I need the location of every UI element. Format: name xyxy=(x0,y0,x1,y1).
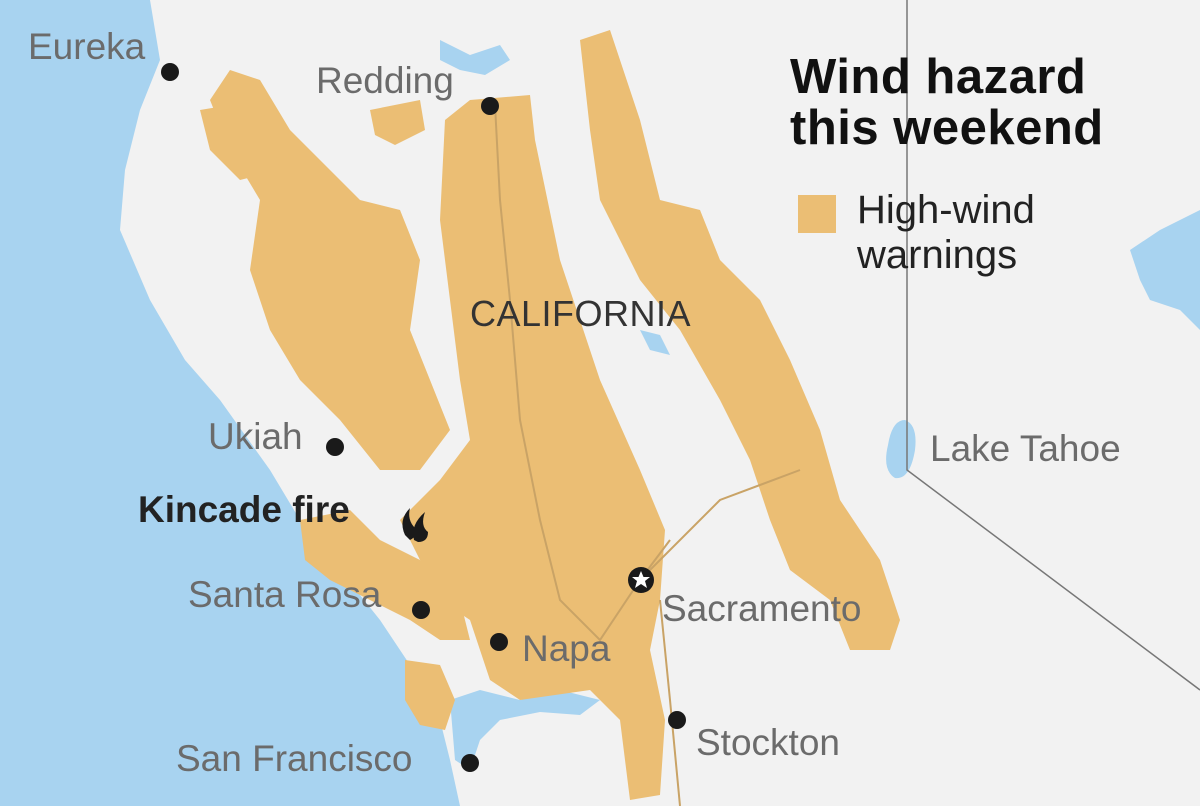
san-francisco-bay xyxy=(450,690,600,770)
interstate-80 xyxy=(639,469,801,581)
pacific-ocean xyxy=(0,0,460,806)
santa-rosa-marker[interactable] xyxy=(412,601,430,619)
shasta-lake xyxy=(440,40,510,75)
legend-label-line-2: warnings xyxy=(857,232,1018,277)
marin-zone xyxy=(405,660,455,730)
city-markers xyxy=(161,63,686,772)
central-valley-zone xyxy=(400,95,665,800)
legend-swatch xyxy=(798,195,836,233)
lake-east xyxy=(1130,210,1200,330)
title-line-2: this weekend xyxy=(790,101,1104,156)
sacramento-capital-marker[interactable] xyxy=(628,567,654,593)
city-label-stockton: Stockton xyxy=(696,722,840,763)
north-coast-zone xyxy=(200,100,280,180)
redding-west-zone xyxy=(370,100,425,145)
redding-marker[interactable] xyxy=(481,97,499,115)
legend-label: High-wind warnings xyxy=(857,188,1035,278)
high-wind-warning-zones xyxy=(200,30,900,800)
fire-label: Kincade fire xyxy=(138,489,350,530)
interstate-5 xyxy=(494,104,671,642)
city-label-redding: Redding xyxy=(316,60,454,101)
state-border xyxy=(906,0,1200,691)
city-label-napa: Napa xyxy=(522,628,611,669)
title-line-1: Wind hazard xyxy=(790,50,1087,104)
fire-icon[interactable] xyxy=(402,508,428,542)
stockton-marker[interactable] xyxy=(668,711,686,729)
eureka-marker[interactable] xyxy=(161,63,179,81)
star-icon xyxy=(632,571,650,588)
highway-99 xyxy=(659,599,681,806)
city-label-santa-rosa: Santa Rosa xyxy=(188,574,382,615)
state-label: CALIFORNIA xyxy=(470,293,692,334)
napa-marker[interactable] xyxy=(490,633,508,651)
label-lake-tahoe: Lake Tahoe xyxy=(930,428,1121,469)
legend-label-line-1: High-wind xyxy=(857,188,1035,232)
ukiah-marker[interactable] xyxy=(326,438,344,456)
reservoir xyxy=(640,330,670,355)
city-label-san-francisco: San Francisco xyxy=(176,738,413,779)
roads xyxy=(494,104,801,806)
map-title: Wind hazard this weekend xyxy=(790,50,1104,156)
city-label-ukiah: Ukiah xyxy=(208,416,303,457)
san-francisco-marker[interactable] xyxy=(461,754,479,772)
city-label-eureka: Eureka xyxy=(28,26,146,67)
lake-tahoe xyxy=(886,420,916,479)
city-label-sacramento: Sacramento xyxy=(662,588,862,629)
sierra-zone xyxy=(580,30,900,650)
